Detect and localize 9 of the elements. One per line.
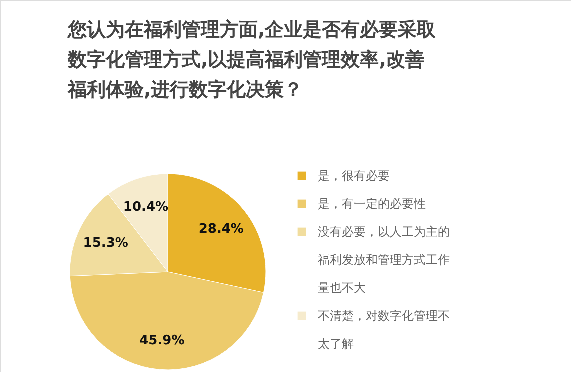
legend-label: 是，很有必要 (318, 169, 390, 183)
legend-label: 是，有一定的必要性 (318, 197, 426, 211)
chart-title: 您认为在福利管理方面,企业是否有必要采取数字化管理方式,以提高福利管理效率,改善福利体验,进行数字化决策？ (67, 19, 438, 101)
data-label: 15.3% (83, 236, 128, 251)
data-label: 45.9% (140, 333, 185, 348)
data-label: 10.4% (123, 200, 169, 216)
legend-label: 不清楚，对数字化管理不太了解 (318, 309, 450, 351)
data-label: 28.4% (198, 222, 244, 237)
legend-label: 没有必要，以人工为主的福利发放和管理方式工作量也不大 (318, 225, 450, 295)
